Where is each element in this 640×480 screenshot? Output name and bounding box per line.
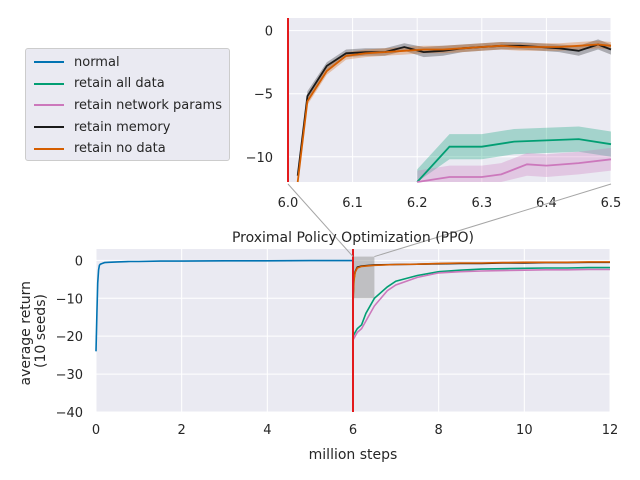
inset-line-retain-network-params <box>417 158 612 183</box>
inset-y-tick-label: 0 <box>265 25 273 40</box>
y-tick-label: −30 <box>56 368 83 383</box>
inset-x-tick-label: 6.3 <box>471 196 492 211</box>
inset-y-tick-label: −10 <box>246 151 273 166</box>
legend-item: retain no data <box>34 139 166 159</box>
inset-plot-area <box>288 18 611 182</box>
zoom-connector <box>287 183 354 257</box>
series-line-retain-no-data <box>352 261 610 306</box>
x-tick-label: 10 <box>516 423 533 438</box>
x-tick-label: 12 <box>602 423 619 438</box>
legend-label: retain memory <box>74 119 171 135</box>
inset-x-tick-label: 6.1 <box>342 196 363 211</box>
y-tick-label: −40 <box>56 406 83 421</box>
inset-band-retain-memory <box>297 39 611 181</box>
inset-line-retain-no-data <box>296 43 612 183</box>
inset-x-tick-label: 6.2 <box>407 196 428 211</box>
series-line-normal <box>95 259 353 352</box>
zoom-region <box>353 256 375 299</box>
legend-item: normal <box>34 52 120 72</box>
legend-swatch <box>34 147 64 150</box>
series-line-retain-all-data <box>352 266 610 337</box>
legend-swatch <box>34 61 64 63</box>
y-axis-label: average return (10 seeds) <box>18 276 49 385</box>
x-tick-label: 2 <box>178 423 186 438</box>
series-line-retain-network-params <box>352 268 610 341</box>
y-tick-label: 0 <box>75 254 83 269</box>
legend-label: normal <box>74 54 120 70</box>
legend-label: retain all data <box>74 76 165 92</box>
legend-item: retain all data <box>34 74 165 94</box>
inset-x-tick-label: 6.0 <box>278 196 299 211</box>
legend-swatch <box>34 82 64 85</box>
inset-y-tick-label: −5 <box>254 88 273 103</box>
x-tick-label: 6 <box>349 423 357 438</box>
x-tick-label: 4 <box>263 423 271 438</box>
x-axis-label: million steps <box>309 447 398 463</box>
legend-item: retain network params <box>34 95 222 115</box>
y-tick-label: −20 <box>56 330 83 345</box>
legend-swatch <box>34 104 64 107</box>
legend-swatch <box>34 126 64 129</box>
zoom-connector <box>374 183 612 258</box>
main-title: Proximal Policy Optimization (PPO) <box>232 230 474 246</box>
legend: normal retain all data retain network para… <box>25 48 230 161</box>
inset-x-tick-label: 6.5 <box>601 196 622 211</box>
x-tick-label: 8 <box>435 423 443 438</box>
y-tick-label: −10 <box>56 292 83 307</box>
inset-line-retain-all-data <box>416 138 612 183</box>
legend-label: retain network params <box>74 97 222 113</box>
legend-label: retain no data <box>74 141 166 157</box>
legend-item: retain memory <box>34 117 170 137</box>
inset-band-retain-network-params <box>417 147 611 182</box>
x-tick-label: 0 <box>92 423 100 438</box>
